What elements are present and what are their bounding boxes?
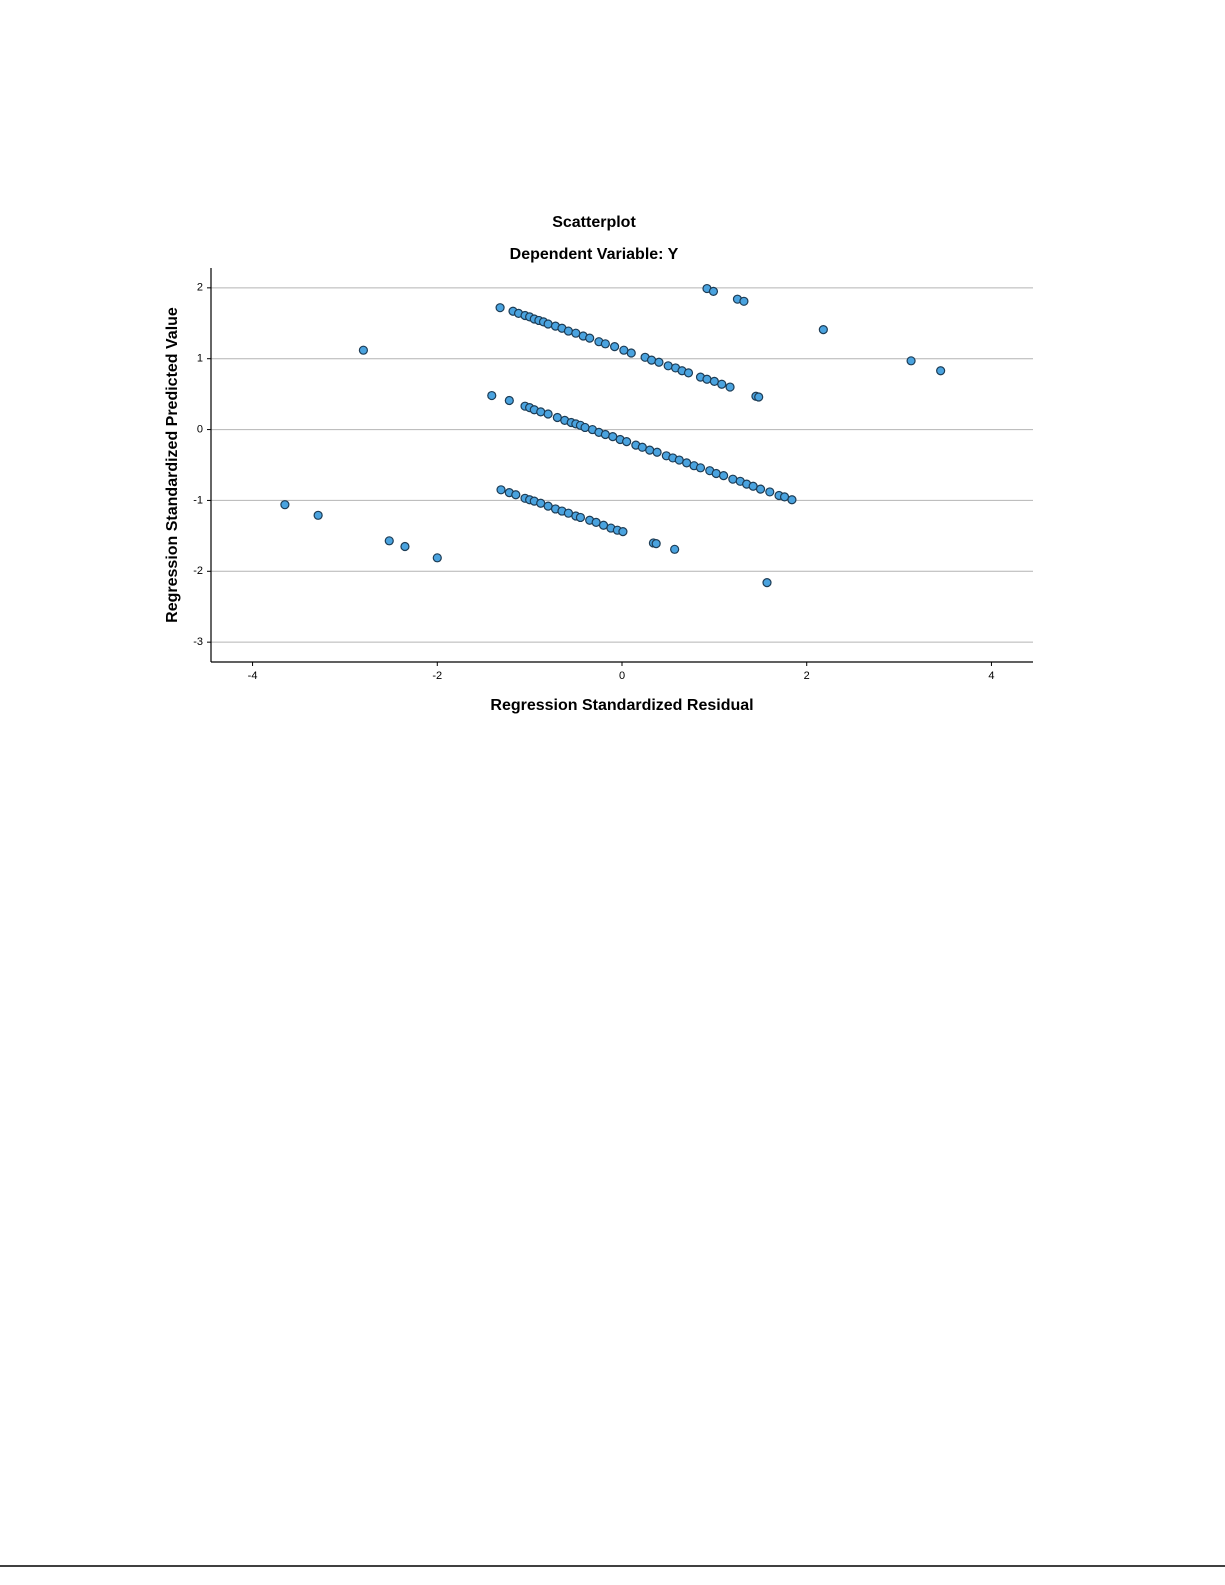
y-axis-label: Regression Standardized Predicted Value [164, 307, 181, 623]
point [432, 553, 442, 563]
y-tick-label: -3 [193, 636, 203, 648]
point [652, 447, 662, 457]
point [718, 471, 729, 481]
y-tick-label: -2 [193, 565, 203, 577]
point [936, 366, 946, 376]
x-axis-label: Regression Standardized Residual [490, 697, 753, 714]
point [358, 345, 368, 355]
point [717, 379, 727, 389]
chart-subtitle: Dependent Variable: Y [510, 246, 679, 263]
point [739, 296, 749, 306]
point [787, 495, 797, 505]
point [906, 356, 916, 366]
point [580, 422, 590, 433]
point [765, 487, 775, 497]
point [618, 527, 628, 537]
point [600, 429, 610, 440]
point [645, 445, 655, 455]
point [384, 536, 394, 546]
x-tick-label: -4 [248, 670, 258, 682]
point [610, 342, 620, 352]
plot-area: -3 -2 -1 0 1 2 -4 -2 0 2 4 [193, 268, 1033, 682]
point [654, 357, 664, 367]
point [695, 463, 706, 473]
point [543, 319, 553, 329]
x-tick-label: 0 [619, 670, 625, 682]
point [663, 361, 673, 371]
point [313, 510, 323, 520]
point [511, 490, 521, 500]
point [754, 392, 764, 402]
point [575, 512, 586, 523]
point [728, 474, 738, 484]
point [708, 286, 719, 296]
chart-title: Scatterplot [552, 214, 636, 231]
point [543, 409, 553, 419]
point [563, 326, 574, 336]
y-tick-label: 2 [197, 282, 203, 294]
point [670, 544, 680, 554]
point [622, 437, 632, 447]
x-tick-label: 4 [988, 670, 994, 682]
y-tick-label: 0 [197, 423, 203, 435]
point [646, 355, 657, 365]
point [280, 500, 290, 510]
x-tick-label: -2 [432, 670, 442, 682]
point [683, 368, 694, 378]
point [725, 382, 735, 392]
point [600, 339, 610, 349]
point [536, 407, 546, 417]
point [495, 303, 505, 313]
y-tick-label: -1 [193, 494, 203, 506]
x-tick-label: 2 [804, 670, 810, 682]
point [400, 541, 410, 552]
point [504, 395, 514, 406]
point [818, 325, 828, 335]
point [626, 348, 636, 358]
point [762, 578, 772, 588]
point [711, 468, 721, 479]
point [651, 539, 661, 549]
point [702, 374, 712, 384]
point [585, 333, 595, 343]
point [487, 390, 497, 401]
point [496, 485, 506, 495]
y-tick-label: 1 [197, 353, 203, 365]
point [755, 484, 766, 494]
